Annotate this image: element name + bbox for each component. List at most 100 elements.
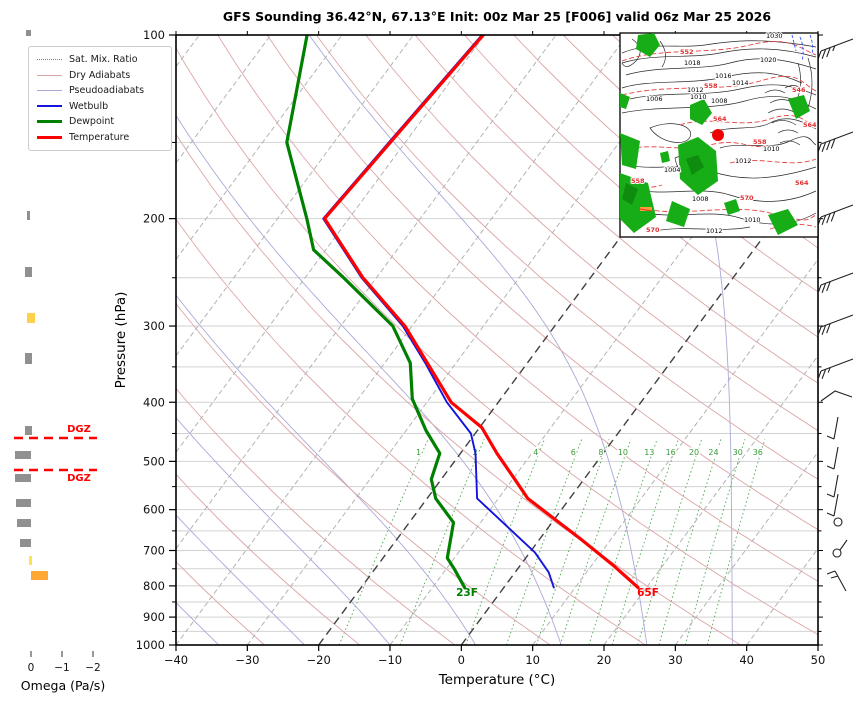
wind-barb-column [816, 38, 854, 592]
omega-bar [27, 313, 35, 323]
svg-text:−30: −30 [235, 653, 259, 667]
legend-label: Dry Adiabats [69, 69, 131, 81]
y-axis-label: Pressure (hPa) [113, 291, 129, 389]
svg-text:1012: 1012 [735, 157, 752, 165]
svg-text:13: 13 [644, 448, 654, 457]
svg-text:10: 10 [618, 448, 628, 457]
dgz-label-upper: DGZ [67, 424, 91, 435]
svg-text:100: 100 [143, 28, 165, 42]
omega-bar [27, 211, 30, 220]
legend-item-dry-adiabats: Dry Adiabats [37, 68, 163, 84]
svg-text:800: 800 [143, 579, 165, 593]
sat-mix-ratio-line-icon [37, 59, 62, 61]
svg-text:20: 20 [597, 653, 612, 667]
svg-text:200: 200 [143, 212, 165, 226]
svg-text:700: 700 [143, 544, 165, 558]
svg-text:0: 0 [458, 653, 465, 667]
omega-panel: 0 −1 −2 [14, 30, 101, 674]
dry-adiabat-line-icon [37, 74, 62, 76]
dgz-label-lower: DGZ [67, 473, 91, 484]
svg-text:400: 400 [143, 395, 165, 409]
svg-text:570: 570 [740, 194, 754, 202]
dewpoint-curve [285, 35, 467, 590]
svg-text:570: 570 [646, 226, 660, 234]
svg-text:10: 10 [525, 653, 540, 667]
svg-text:1012: 1012 [706, 227, 723, 235]
svg-text:600: 600 [143, 503, 165, 517]
svg-text:40: 40 [739, 653, 754, 667]
station-dot [712, 129, 724, 141]
svg-text:−10: −10 [378, 653, 402, 667]
svg-text:8: 8 [598, 448, 603, 457]
dewpoint-line-icon [37, 120, 62, 124]
omega-bar [20, 539, 31, 547]
svg-text:1016: 1016 [715, 72, 732, 80]
svg-text:1010: 1010 [690, 93, 707, 101]
svg-text:564: 564 [795, 179, 809, 187]
legend-label: Sat. Mix. Ratio [69, 54, 138, 66]
svg-text:1010: 1010 [744, 216, 761, 224]
svg-text:6: 6 [571, 448, 576, 457]
svg-text:4: 4 [533, 448, 538, 457]
legend-item-pseudoadiabats: Pseudoadiabats [37, 83, 163, 99]
svg-text:552: 552 [680, 48, 694, 56]
svg-text:1004: 1004 [664, 166, 681, 174]
svg-text:1000: 1000 [136, 638, 165, 652]
svg-text:558: 558 [753, 138, 767, 146]
legend-item-temperature: Temperature [37, 130, 163, 146]
omega-bar [15, 474, 31, 482]
x-axis-label: Temperature (°C) [438, 672, 556, 688]
svg-text:30: 30 [733, 448, 743, 457]
svg-text:1008: 1008 [711, 97, 728, 105]
svg-text:36: 36 [753, 448, 763, 457]
svg-text:0: 0 [28, 662, 35, 674]
legend-item-sat-mix-ratio: Sat. Mix. Ratio [37, 52, 163, 68]
svg-text:564: 564 [803, 121, 817, 129]
legend-item-dewpoint: Dewpoint [37, 114, 163, 130]
svg-text:558: 558 [631, 177, 645, 185]
svg-text:1014: 1014 [732, 79, 749, 87]
svg-text:500: 500 [143, 454, 165, 468]
svg-text:1018: 1018 [684, 59, 701, 67]
omega-bar [29, 556, 32, 565]
svg-text:−2: −2 [85, 662, 100, 674]
omega-bar [31, 571, 48, 580]
svg-text:30: 30 [668, 653, 683, 667]
omega-bar [25, 426, 32, 435]
svg-text:1: 1 [416, 448, 421, 457]
legend-item-wetbulb: Wetbulb [37, 99, 163, 115]
plot-area: 1 2 4 6 8 10 13 16 20 24 30 36 [176, 35, 818, 645]
pseudoadiabat-line-icon [37, 90, 62, 92]
svg-text:900: 900 [143, 610, 165, 624]
omega-bar [26, 30, 31, 36]
svg-text:1030: 1030 [766, 32, 783, 40]
svg-text:558: 558 [704, 82, 718, 90]
legend-label: Pseudoadiabats [69, 85, 145, 97]
omega-bar [15, 451, 31, 459]
legend-label: Temperature [69, 131, 130, 143]
wetbulb-line-icon [37, 105, 62, 108]
svg-text:1020: 1020 [760, 56, 777, 64]
temperature-line-icon [37, 135, 62, 139]
precip-shading [620, 33, 810, 235]
surface-dewpoint-label: 23F [456, 587, 478, 599]
chart-title: GFS Sounding 36.42°N, 67.13°E Init: 00z … [222, 9, 772, 24]
svg-text:20: 20 [689, 448, 699, 457]
svg-text:1012: 1012 [687, 86, 704, 94]
surface-temperature-label: 65F [637, 587, 659, 599]
svg-text:1010: 1010 [763, 145, 780, 153]
svg-text:16: 16 [666, 448, 676, 457]
svg-text:1006: 1006 [646, 95, 663, 103]
svg-text:1008: 1008 [692, 195, 709, 203]
svg-text:564: 564 [713, 115, 727, 123]
omega-bar [16, 499, 31, 507]
svg-text:300: 300 [143, 319, 165, 333]
svg-text:24: 24 [708, 448, 718, 457]
svg-text:−20: −20 [307, 653, 331, 667]
svg-text:546: 546 [792, 86, 806, 94]
legend: Sat. Mix. Ratio Dry Adiabats Pseudoadiab… [28, 46, 172, 151]
svg-text:50: 50 [811, 653, 826, 667]
